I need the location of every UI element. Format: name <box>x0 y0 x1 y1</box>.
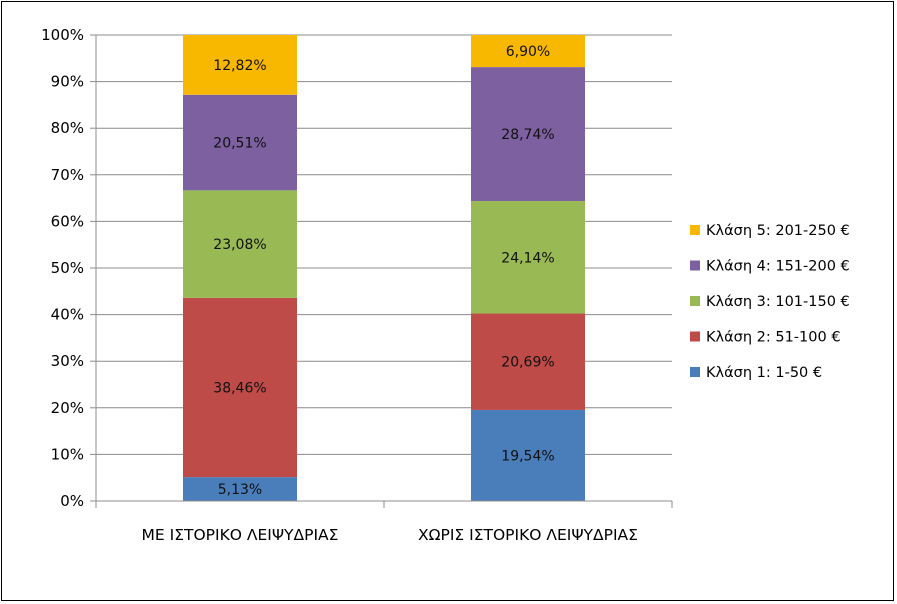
data-label: 20,69% <box>501 355 554 371</box>
bar-segment <box>183 35 297 95</box>
legend-label: Κλάση 5: 201-250 € <box>706 223 850 239</box>
legend: Κλάση 5: 201-250 € Κλάση 4: 151-200 € Κλάσ… <box>690 223 850 381</box>
y-tick-label: 80% <box>51 119 84 137</box>
data-label: 5,13% <box>218 482 262 498</box>
y-tick-label: 40% <box>51 306 84 324</box>
bar-segment <box>471 409 585 501</box>
bar-segment <box>183 190 297 298</box>
y-tick-label: 0% <box>60 492 84 510</box>
legend-swatch <box>690 225 700 235</box>
data-label: 24,14% <box>501 250 554 266</box>
y-tick-label: 60% <box>51 212 84 230</box>
data-label: 23,08% <box>213 237 266 253</box>
legend-label: Κλάση 3: 101-150 € <box>706 294 850 310</box>
x-axis: ΜΕ ΙΣΤΟΡΙΚΟ ΛΕΙΨΥΔΡΙΑΣ ΧΩΡΙΣ ΙΣΤΟΡΙΚΟ ΛΕΙ… <box>95 500 673 544</box>
bar-segment <box>183 94 297 191</box>
legend-label: Κλάση 4: 151-200 € <box>706 259 850 275</box>
y-axis: 0% 10% 20% 30% 40% 50% 60% 70% 80% 90% 100% <box>41 26 97 510</box>
x-category-label: ΜΕ ΙΣΤΟΡΙΚΟ ΛΕΙΨΥΔΡΙΑΣ <box>142 526 339 544</box>
legend-swatch <box>690 260 700 271</box>
bar-segment <box>471 201 585 314</box>
x-category-label: ΧΩΡΙΣ ΙΣΤΟΡΙΚΟ ΛΕΙΨΥΔΡΙΑΣ <box>418 526 638 544</box>
bar-segment <box>471 34 585 68</box>
legend-label: Κλάση 2: 51-100 € <box>706 330 841 346</box>
y-tick-label: 10% <box>51 445 84 463</box>
bar-segment <box>183 297 297 478</box>
data-label: 12,82% <box>213 58 266 74</box>
legend-swatch <box>690 331 700 342</box>
y-tick-label: 20% <box>51 399 84 417</box>
y-tick-label: 70% <box>51 166 84 184</box>
legend-swatch <box>690 367 700 377</box>
bars: 5,13% 38,46% 23,08% 20,51% 12,82% 19,54% 20,69… <box>183 34 585 501</box>
data-label: 6,90% <box>506 44 550 60</box>
y-tick-label: 50% <box>51 259 84 277</box>
y-tick-label: 100% <box>41 26 84 44</box>
data-label: 28,74% <box>501 127 554 143</box>
data-label: 19,54% <box>501 448 554 464</box>
y-tick-label: 30% <box>51 352 84 370</box>
bar-segment <box>471 313 585 410</box>
data-label: 38,46% <box>213 380 266 396</box>
bar-segment <box>471 67 585 202</box>
gridlines <box>96 34 672 502</box>
legend-swatch <box>690 296 700 306</box>
bar-segment <box>183 477 297 501</box>
data-label: 20,51% <box>213 136 266 152</box>
y-tick-label: 90% <box>51 73 84 91</box>
legend-label: Κλάση 1: 1-50 € <box>706 365 822 381</box>
